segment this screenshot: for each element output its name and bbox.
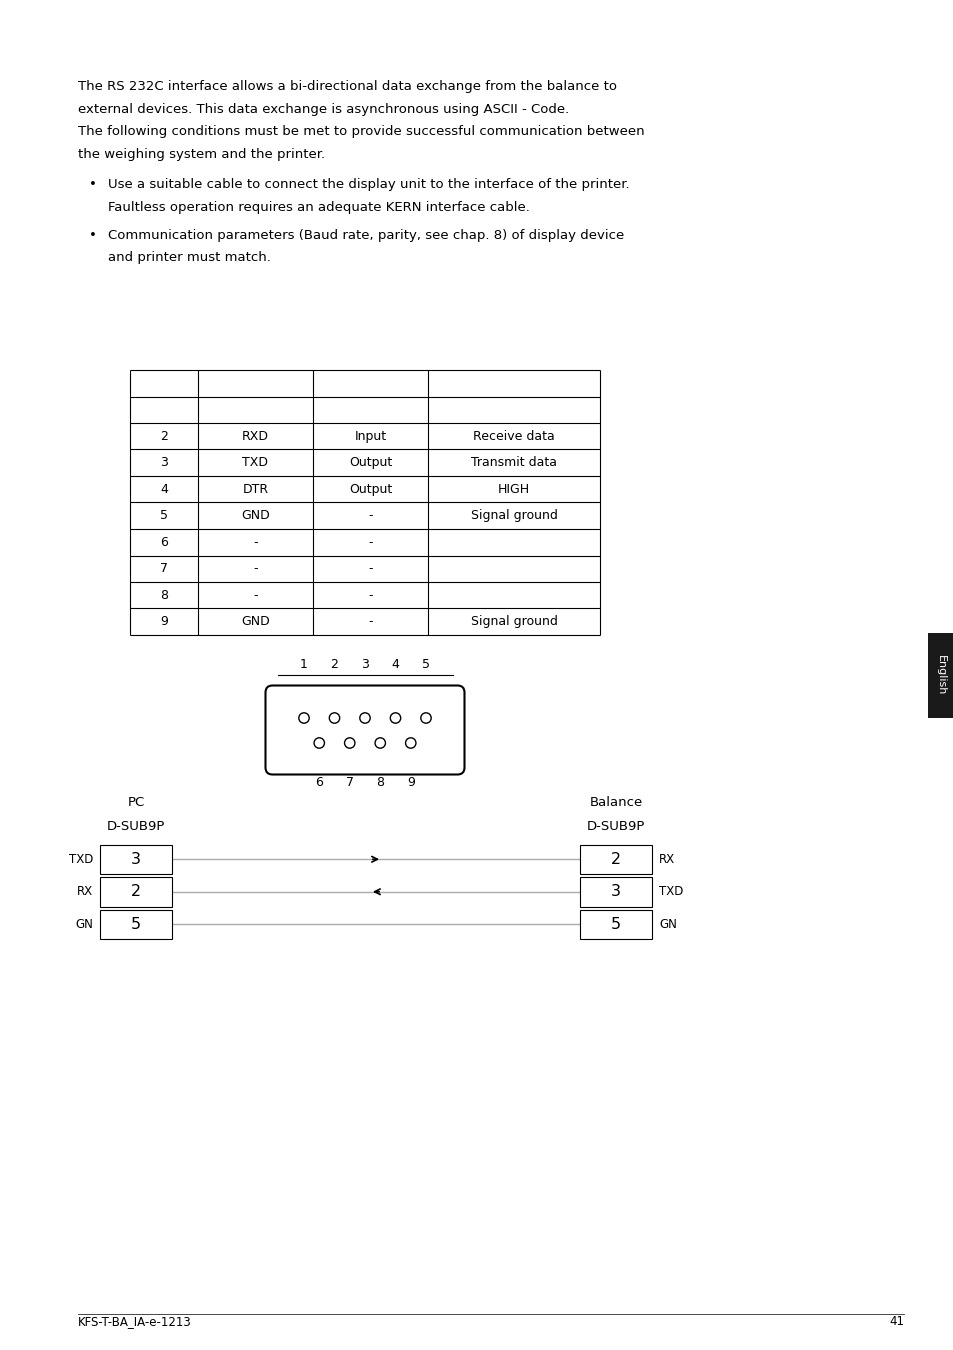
Text: GND: GND bbox=[241, 509, 270, 522]
Text: 41: 41 bbox=[888, 1315, 903, 1328]
Text: 3: 3 bbox=[160, 456, 168, 470]
Text: -: - bbox=[368, 509, 373, 522]
Text: 3: 3 bbox=[610, 884, 620, 899]
Text: 8: 8 bbox=[375, 775, 384, 788]
Text: -: - bbox=[368, 589, 373, 602]
Text: 4: 4 bbox=[160, 483, 168, 495]
Text: Output: Output bbox=[349, 483, 392, 495]
Text: Input: Input bbox=[355, 429, 386, 443]
Text: -: - bbox=[368, 536, 373, 548]
Bar bbox=[579, 845, 651, 873]
Text: The following conditions must be met to provide successful communication between: The following conditions must be met to … bbox=[78, 126, 644, 138]
Text: Communication parameters (Baud rate, parity, see chap. 8) of display device: Communication parameters (Baud rate, par… bbox=[108, 230, 623, 242]
Text: -: - bbox=[368, 616, 373, 628]
Text: 4: 4 bbox=[391, 657, 399, 671]
Text: -: - bbox=[253, 589, 257, 602]
Text: TXD: TXD bbox=[242, 456, 268, 470]
Text: 8: 8 bbox=[160, 589, 168, 602]
Text: GN: GN bbox=[75, 918, 92, 930]
Circle shape bbox=[405, 738, 416, 748]
Text: TXD: TXD bbox=[69, 853, 92, 865]
Text: the weighing system and the printer.: the weighing system and the printer. bbox=[78, 147, 325, 161]
Text: 7: 7 bbox=[160, 562, 168, 575]
Bar bbox=[579, 878, 651, 906]
Text: KFS-T-BA_IA-e-1213: KFS-T-BA_IA-e-1213 bbox=[78, 1315, 192, 1328]
Text: Receive data: Receive data bbox=[473, 429, 555, 443]
Text: •: • bbox=[89, 178, 97, 190]
Text: 2: 2 bbox=[610, 852, 620, 867]
Text: PC: PC bbox=[128, 796, 145, 810]
Text: -: - bbox=[253, 562, 257, 575]
Circle shape bbox=[420, 713, 431, 724]
Circle shape bbox=[359, 713, 370, 724]
Bar bbox=[927, 633, 953, 717]
Text: 1: 1 bbox=[300, 657, 308, 671]
Text: and printer must match.: and printer must match. bbox=[108, 251, 271, 265]
Circle shape bbox=[314, 738, 324, 748]
Text: 7: 7 bbox=[345, 775, 354, 788]
Text: D-SUB9P: D-SUB9P bbox=[586, 819, 644, 833]
Text: GND: GND bbox=[241, 616, 270, 628]
Bar bbox=[100, 910, 172, 940]
Text: HIGH: HIGH bbox=[497, 483, 530, 495]
Text: GN: GN bbox=[659, 918, 677, 930]
Text: Output: Output bbox=[349, 456, 392, 470]
Text: The RS 232C interface allows a bi-directional data exchange from the balance to: The RS 232C interface allows a bi-direct… bbox=[78, 80, 617, 93]
Bar bbox=[100, 845, 172, 873]
Text: 9: 9 bbox=[406, 775, 415, 788]
Text: 6: 6 bbox=[160, 536, 168, 548]
Text: external devices. This data exchange is asynchronous using ASCII - Code.: external devices. This data exchange is … bbox=[78, 103, 569, 116]
Circle shape bbox=[329, 713, 339, 724]
Circle shape bbox=[375, 738, 385, 748]
Text: Signal ground: Signal ground bbox=[470, 616, 557, 628]
FancyBboxPatch shape bbox=[265, 686, 464, 775]
Text: -: - bbox=[368, 562, 373, 575]
Text: Faultless operation requires an adequate KERN interface cable.: Faultless operation requires an adequate… bbox=[108, 201, 529, 213]
Text: TXD: TXD bbox=[659, 886, 682, 898]
Text: RX: RX bbox=[659, 853, 675, 865]
Text: 6: 6 bbox=[315, 775, 323, 788]
Text: 5: 5 bbox=[160, 509, 168, 522]
Text: 9: 9 bbox=[160, 616, 168, 628]
Text: Signal ground: Signal ground bbox=[470, 509, 557, 522]
Text: 3: 3 bbox=[131, 852, 141, 867]
Text: English: English bbox=[935, 655, 945, 695]
Text: Balance: Balance bbox=[589, 796, 642, 810]
Bar bbox=[100, 878, 172, 906]
Text: 5: 5 bbox=[610, 917, 620, 932]
Text: Use a suitable cable to connect the display unit to the interface of the printer: Use a suitable cable to connect the disp… bbox=[108, 178, 629, 190]
Text: •: • bbox=[89, 230, 97, 242]
Text: 5: 5 bbox=[421, 657, 430, 671]
Text: Transmit data: Transmit data bbox=[471, 456, 557, 470]
Text: 2: 2 bbox=[331, 657, 338, 671]
Bar bbox=[579, 910, 651, 940]
Text: D-SUB9P: D-SUB9P bbox=[107, 819, 165, 833]
Text: 2: 2 bbox=[160, 429, 168, 443]
Circle shape bbox=[390, 713, 400, 724]
Text: DTR: DTR bbox=[242, 483, 269, 495]
Text: 3: 3 bbox=[360, 657, 369, 671]
Text: -: - bbox=[253, 536, 257, 548]
Text: RXD: RXD bbox=[242, 429, 269, 443]
Text: 5: 5 bbox=[131, 917, 141, 932]
Circle shape bbox=[298, 713, 309, 724]
Text: RX: RX bbox=[77, 886, 92, 898]
Text: 2: 2 bbox=[131, 884, 141, 899]
Circle shape bbox=[344, 738, 355, 748]
